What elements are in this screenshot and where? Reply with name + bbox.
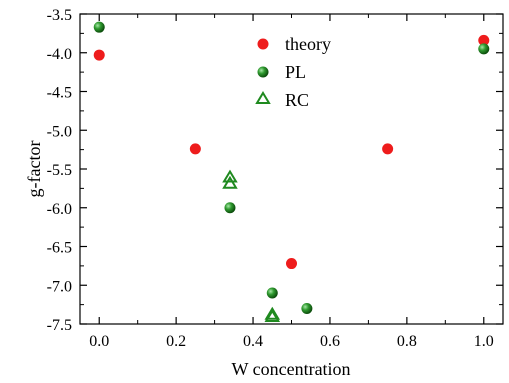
pl-point [478,43,490,55]
pl-point [301,303,313,314]
rc-point [222,175,238,189]
y-tick-label: -5.5 [47,162,72,179]
legend: theory PL RC [255,34,331,110]
theory-point [478,34,490,46]
x-tick-label: 1.0 [474,333,494,350]
x-tick-label: 0.4 [243,333,263,350]
y-axis-ticks [80,13,503,325]
x-tick-label: 0.0 [89,333,109,350]
legend-marker-rc [255,91,271,104]
legend-label-theory: theory [285,34,331,54]
pl-point [224,202,236,214]
y-tick-label: -5.0 [47,123,72,140]
x-tick-label: 0.6 [320,333,340,350]
legend-label-rc: RC [285,90,309,110]
theory-point [93,49,105,61]
y-tick-label: -3.5 [47,7,72,24]
x-tick-label: 0.8 [397,333,417,350]
y-axis-title: g-factor [24,141,44,198]
x-axis-title: W concentration [231,359,350,379]
x-axis-ticks [98,14,485,324]
y-tick-label: -7.5 [47,317,72,334]
data-points [93,21,490,323]
y-tick-label: -4.5 [47,85,72,102]
x-tick-label: 0.2 [166,333,186,350]
legend-marker-pl [257,66,269,78]
legend-label-pl: PL [285,62,306,82]
y-tick-label: -6.5 [47,240,72,257]
plot-frame [79,13,504,325]
theory-point [189,143,201,155]
x-axis-tick-labels: 0.0 0.2 0.4 0.6 0.8 1.0 [89,333,494,350]
rc-point [264,306,281,320]
y-tick-label: -6.0 [47,201,72,218]
rc-point [264,309,281,323]
rc-point [222,169,238,183]
pl-point [93,21,105,33]
y-tick-label: -4.0 [47,46,72,63]
y-tick-label: -7.0 [47,278,72,295]
legend-marker-theory [257,38,269,50]
theory-point [382,143,394,155]
y-axis-tick-labels: -3.5 -4.0 -4.5 -5.0 -5.5 -6.0 -6.5 -7.0 -7.5 [47,7,72,334]
theory-point [286,258,297,270]
pl-point [266,287,278,299]
